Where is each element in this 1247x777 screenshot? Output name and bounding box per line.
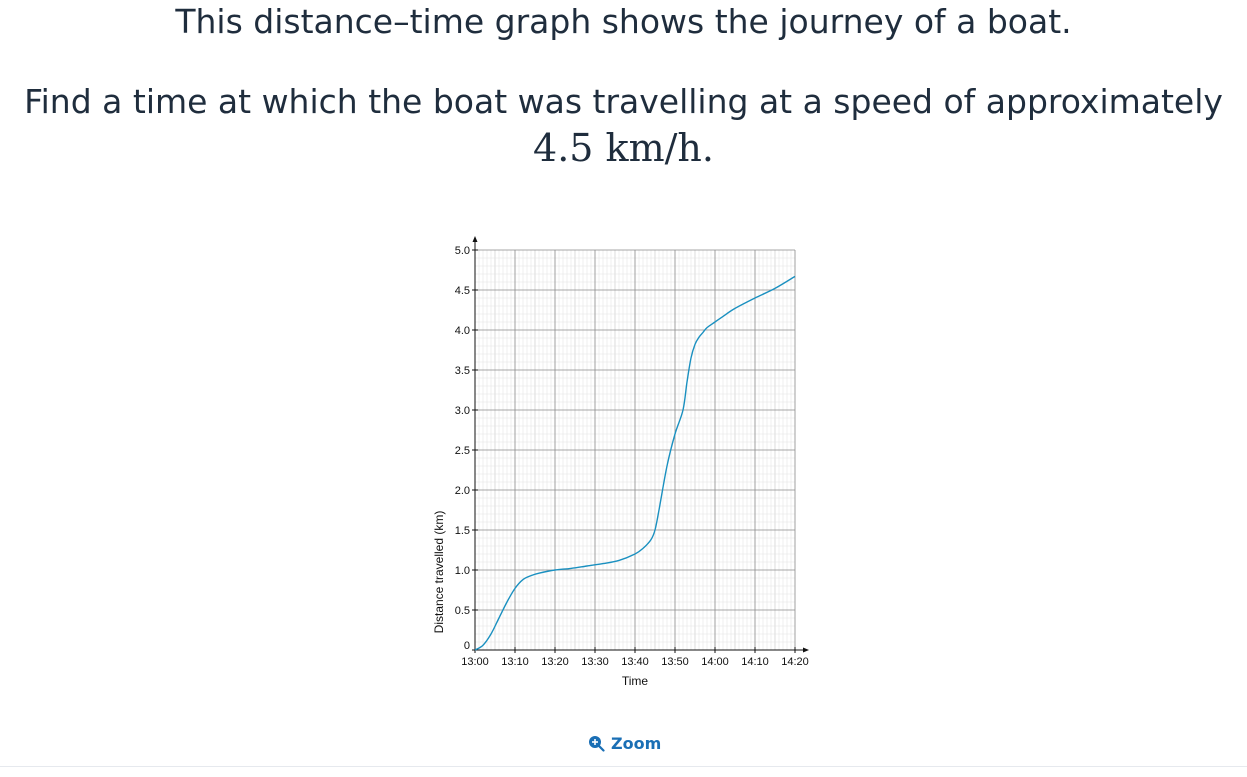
y-tick-label: 5.0 [455, 245, 470, 257]
y-tick-label: 3.5 [455, 365, 470, 377]
x-tick-label: 13:10 [501, 656, 529, 668]
question-line-2: Find a time at which the boat was travel… [24, 82, 1223, 121]
x-tick-label: 13:50 [661, 656, 689, 668]
x-tick-label: 13:20 [541, 656, 569, 668]
x-tick-label: 14:10 [741, 656, 769, 668]
y-axis-arrow [472, 236, 478, 242]
zoom-in-icon [589, 736, 605, 752]
zoom-label: Zoom [611, 734, 662, 753]
y-tick-label: 3.0 [455, 405, 470, 417]
y-tick-label: 4.5 [455, 285, 470, 297]
distance-time-chart: 00.51.01.52.02.53.03.54.04.55.0 13:00 13:… [432, 236, 809, 688]
y-tick-label: 0.5 [455, 605, 470, 617]
x-tick-label: 13:00 [461, 656, 489, 668]
x-axis-ticks: 13:00 13:10 13:20 13:30 13:40 13:50 14:00 14:10… [461, 647, 809, 668]
y-tick-label: 2.5 [455, 445, 470, 457]
y-tick-label: 0 [464, 640, 470, 652]
bottom-divider [0, 766, 1247, 767]
journey-curve [474, 275, 796, 651]
y-tick-label: 4.0 [455, 325, 470, 337]
x-tick-label: 14:00 [701, 656, 729, 668]
y-tick-label: 2.0 [455, 485, 470, 497]
question-speed-value: 4.5 km/h. [533, 126, 714, 170]
y-tick-label: 1.0 [455, 565, 470, 577]
y-axis-label: Distance travelled (km) [432, 511, 446, 634]
y-tick-label: 1.5 [455, 525, 470, 537]
x-tick-label: 13:40 [621, 656, 649, 668]
question-line-1: This distance–time graph shows the journ… [175, 2, 1072, 41]
zoom-button[interactable]: Zoom [588, 734, 661, 753]
x-tick-label: 13:30 [581, 656, 609, 668]
x-axis-arrow [803, 647, 809, 653]
y-axis-ticks: 0 0.5 1.0 1.5 2.0 2.5 3.0 3.5 4.0 4.5 5.0 [455, 245, 478, 652]
axes [472, 236, 809, 653]
x-axis-label: Time [622, 674, 649, 688]
x-tick-label: 14:20 [781, 656, 809, 668]
